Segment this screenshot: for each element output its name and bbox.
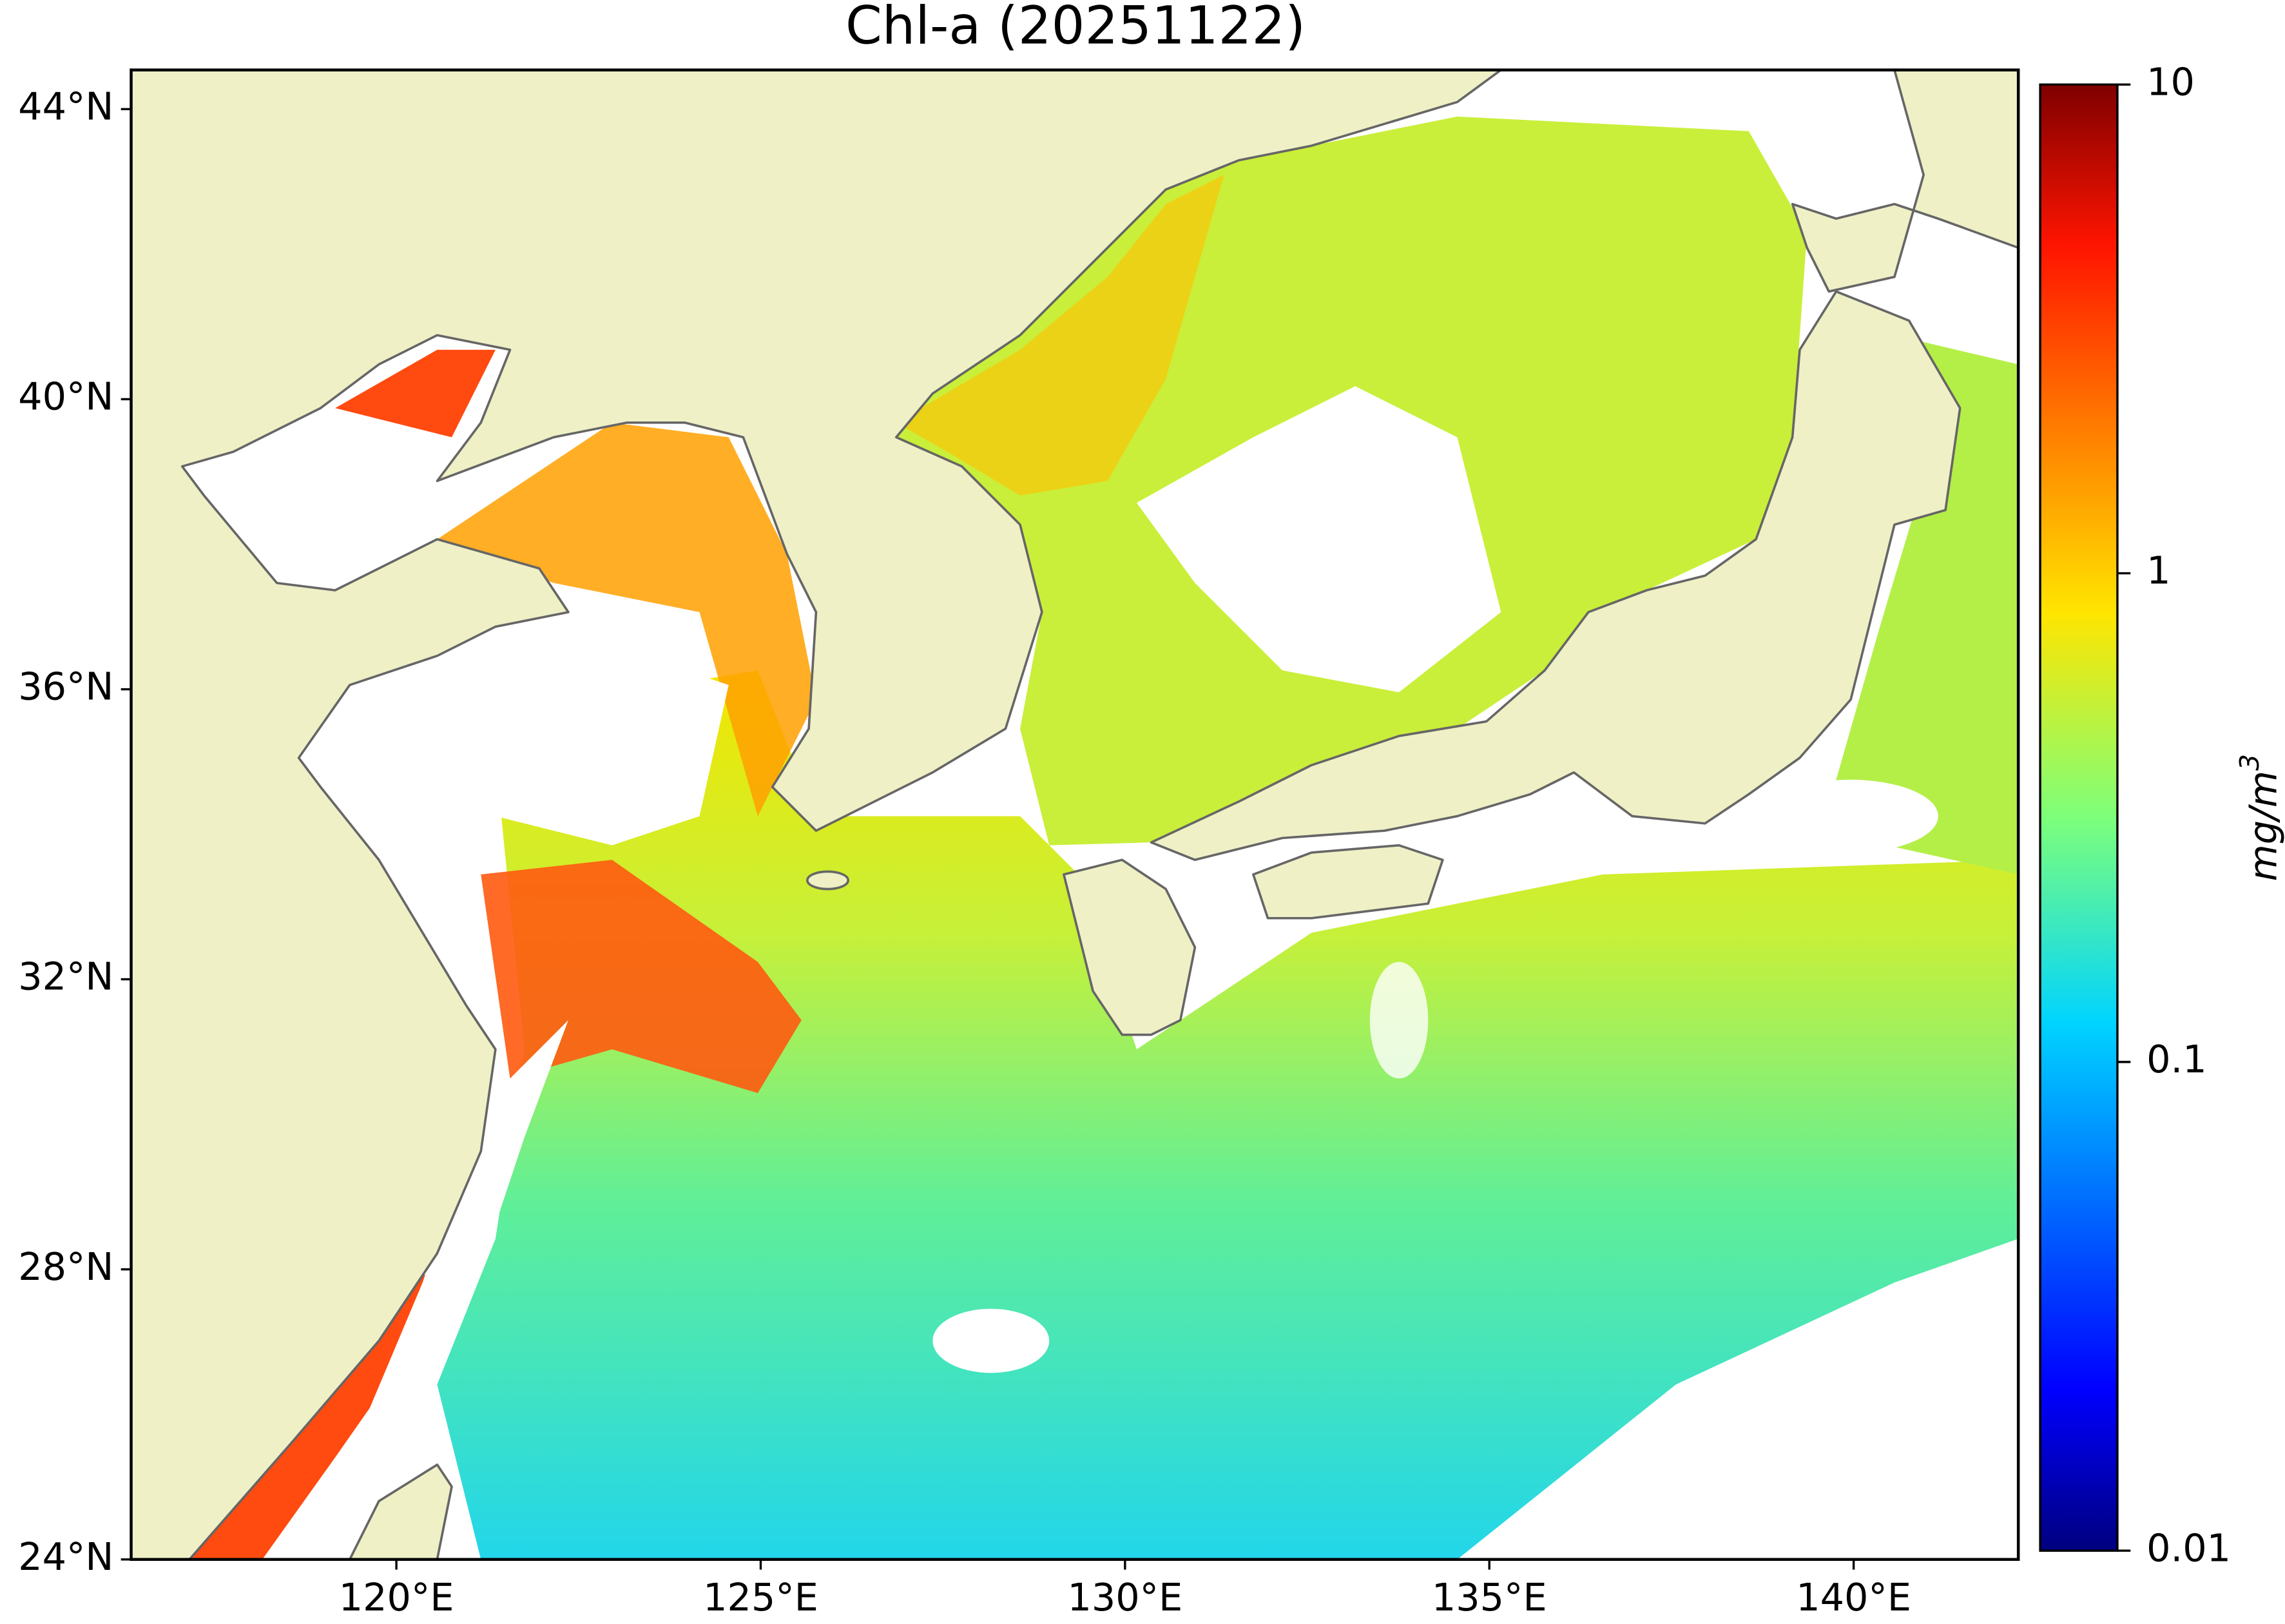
- cloud: [320, 626, 729, 904]
- y-tick-label: 36°N: [18, 664, 113, 709]
- jeju: [806, 870, 849, 891]
- shikoku: [1252, 844, 1444, 920]
- x-tick-label: 120°E: [339, 1575, 454, 1619]
- mainland: [131, 70, 1503, 1560]
- y-tick-label: 40°N: [18, 374, 113, 419]
- map-frame: [130, 68, 2020, 1561]
- y-tick-label: 44°N: [18, 84, 113, 128]
- y-tick-label: 28°N: [18, 1244, 113, 1289]
- colorbar-unit: mg/m: [2241, 771, 2285, 882]
- y-tick-label: 24°N: [18, 1534, 113, 1579]
- colorbar-tick-label: 0.1: [2146, 1037, 2206, 1081]
- map-title: Chl-a (20251122): [845, 0, 1306, 57]
- cloud: [1136, 386, 1501, 693]
- cloud: [1457, 1239, 2019, 1560]
- cloud: [305, 1020, 568, 1560]
- yellow-sea-coast: [437, 422, 816, 817]
- colorbar-tick-label: 10: [2146, 59, 2195, 104]
- honshu: [1150, 290, 1962, 862]
- coastal-bloom: [896, 175, 1224, 496]
- x-tick-label: 140°E: [1796, 1575, 1911, 1619]
- cloud: [1763, 779, 1938, 853]
- east-china-sea: [437, 670, 2019, 1560]
- colorbar-unit-superscript: 3: [2234, 754, 2265, 771]
- kyushu: [1063, 858, 1197, 1036]
- cloud: [1369, 962, 1429, 1079]
- colorbar-label: mg/m3: [2234, 754, 2285, 882]
- colorbar-tick-label: 1: [2146, 548, 2170, 593]
- x-tick-label: 135°E: [1432, 1575, 1547, 1619]
- cloud: [932, 1308, 1050, 1373]
- chlorophyll-map: [131, 70, 2019, 1560]
- pacific-north: [1821, 335, 2019, 875]
- x-tick-label: 125°E: [703, 1575, 818, 1619]
- y-tick-label: 32°N: [18, 954, 113, 999]
- hokkaido: [1791, 70, 2019, 293]
- bohai-bloom: [335, 349, 496, 438]
- colorbar: [2039, 83, 2119, 1552]
- taiwan: [348, 1463, 453, 1560]
- x-tick-label: 130°E: [1067, 1575, 1182, 1619]
- colorbar-tick-label: 0.01: [2146, 1525, 2231, 1570]
